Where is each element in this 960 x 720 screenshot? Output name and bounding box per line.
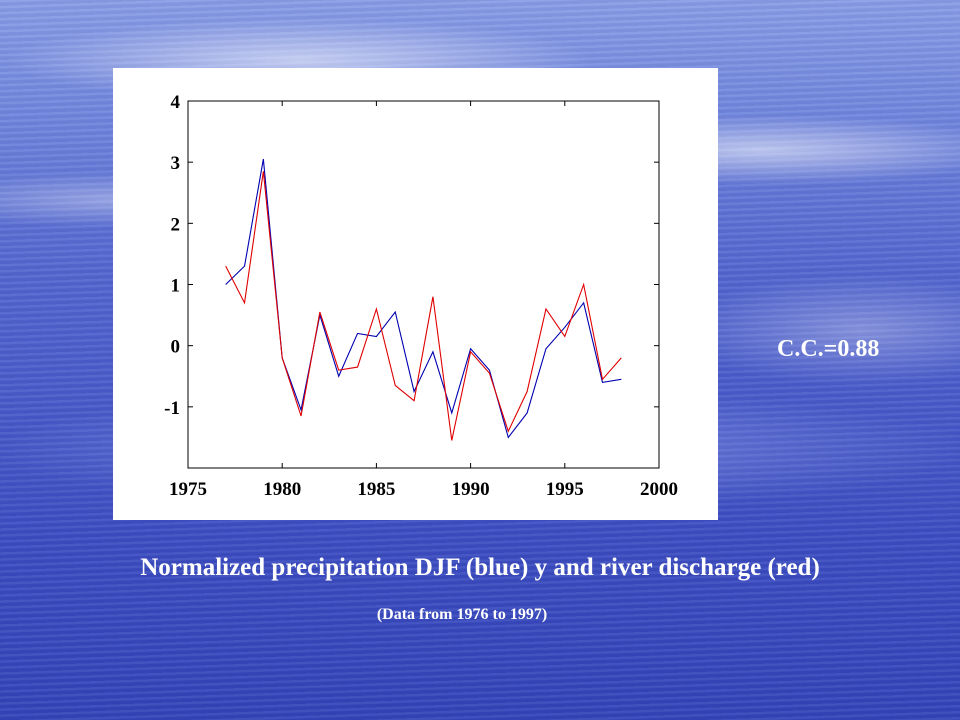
chart-panel: 1975 1980 1985 1990 1995 2000 4 3 2 1 0 -1 [113, 68, 718, 520]
line-chart: 1975 1980 1985 1990 1995 2000 4 3 2 1 0 -1 [164, 92, 678, 500]
x-tick-label: 1980 [263, 479, 301, 500]
y-tick-label: 3 [171, 153, 181, 174]
chart-caption: Normalized precipitation DJF (blue) y an… [140, 554, 820, 581]
x-tick-label: 1995 [546, 479, 584, 500]
discharge-series-line [225, 171, 622, 441]
correlation-label: C.C.=0.88 [777, 336, 880, 362]
y-tick-label: -1 [164, 398, 180, 419]
y-tick-label: 1 [171, 276, 181, 297]
x-tick-label: 1985 [357, 479, 395, 500]
x-tick-label: 1975 [169, 479, 207, 500]
y-tick-label: 0 [171, 337, 181, 358]
x-tick-label: 2000 [640, 479, 678, 500]
precipitation-series-line [225, 159, 622, 439]
x-tick-label: 1990 [452, 479, 490, 500]
y-tick-label: 4 [171, 92, 181, 113]
y-tick-label: 2 [171, 214, 181, 235]
chart-subcaption: (Data from 1976 to 1997) [376, 606, 548, 623]
plot-frame [187, 100, 660, 469]
